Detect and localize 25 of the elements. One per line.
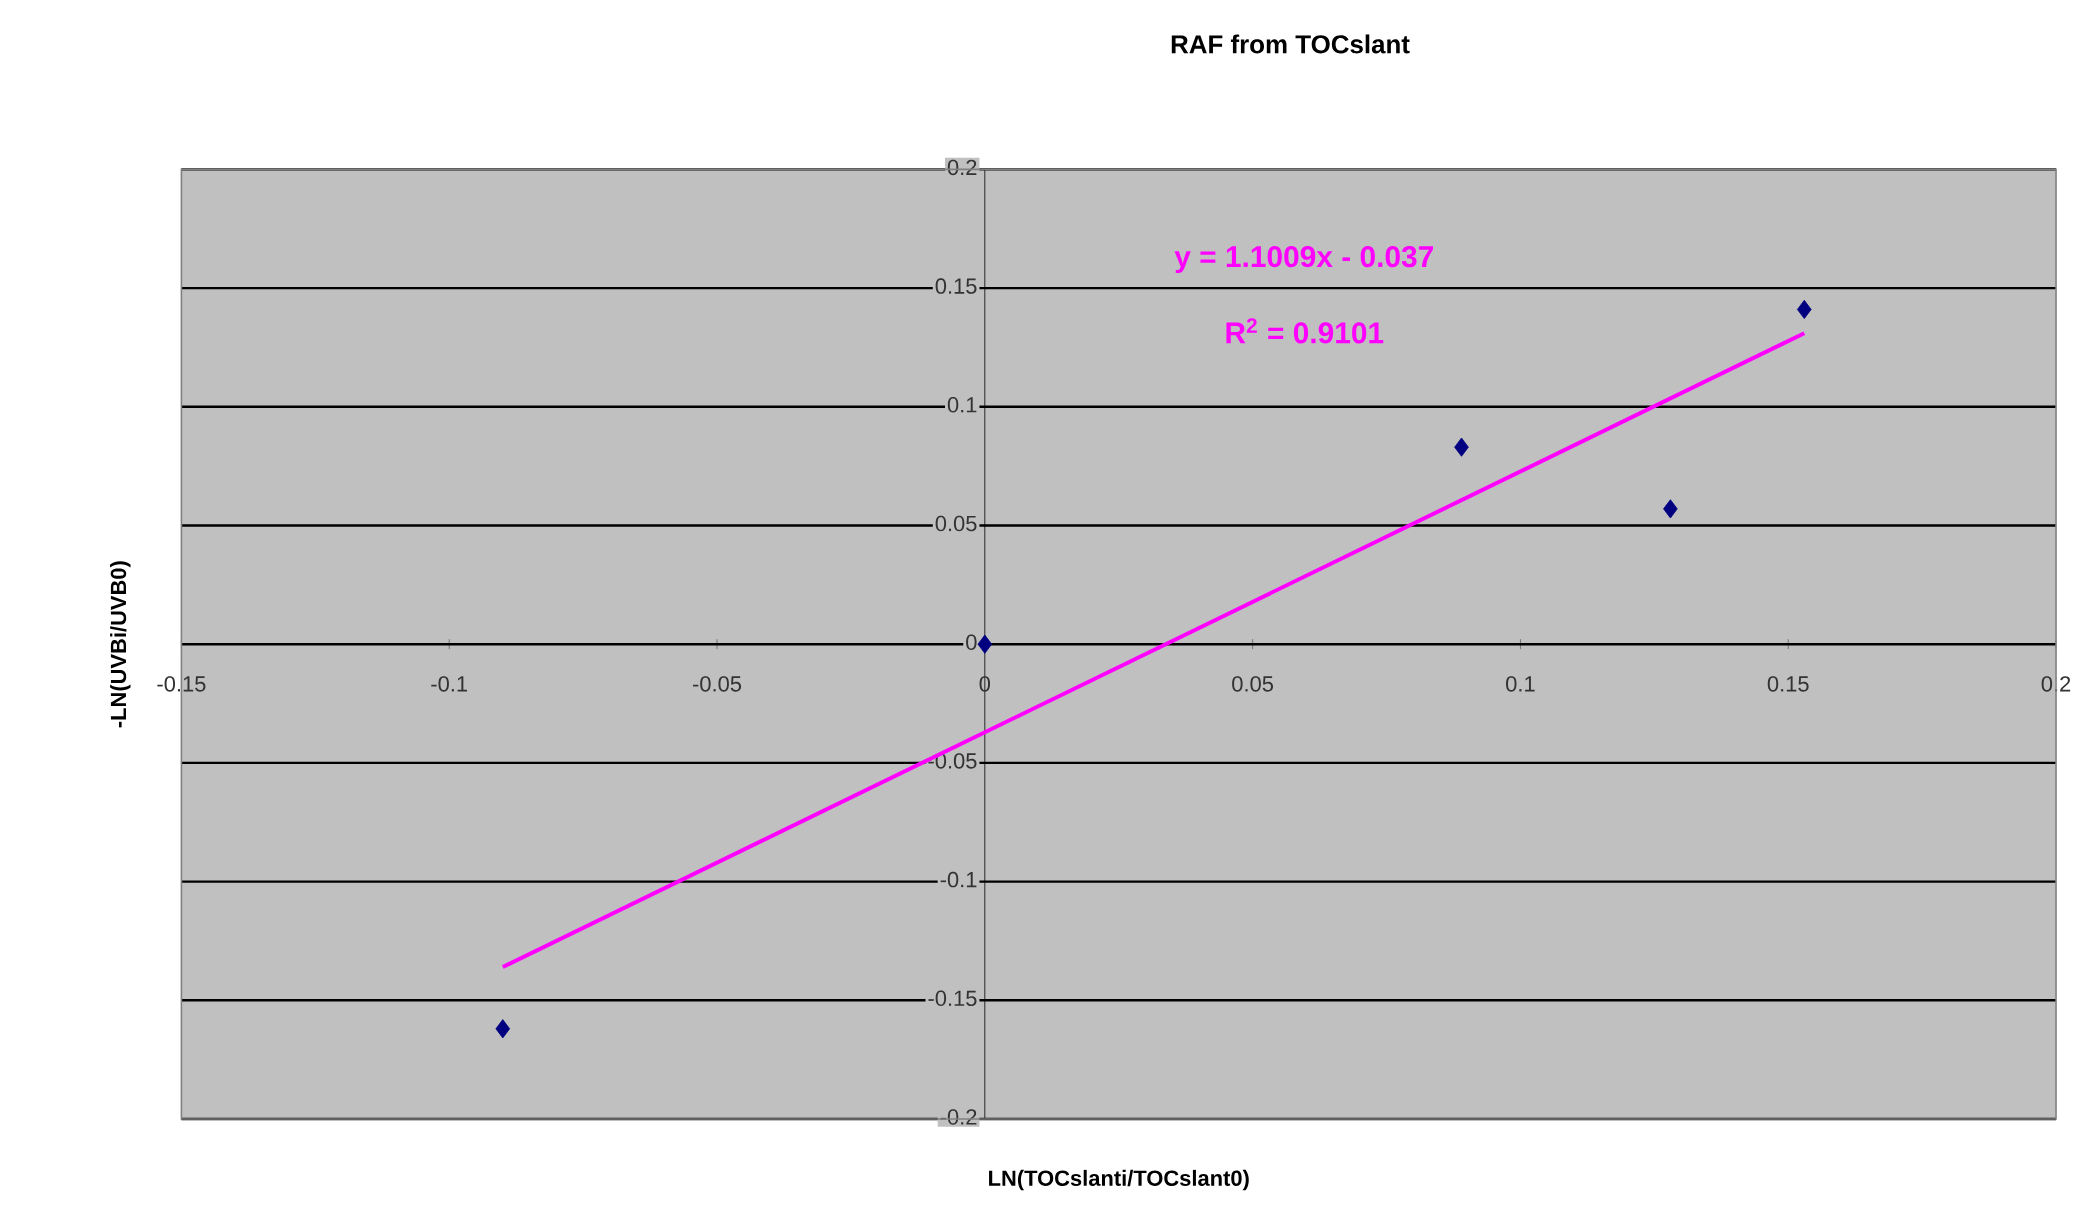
annotation: R$^{2}$ = 0.9101	[1226, 318, 1384, 344]
x-tick-label: 0.15	[1767, 676, 1809, 692]
y-tick-label: 0.05	[935, 515, 977, 532]
x-tick-label: -0.15	[157, 676, 206, 692]
x-tick-label: 0.05	[1232, 676, 1274, 692]
point	[1454, 437, 1469, 457]
x-tick-label: -0.1	[431, 676, 468, 692]
chart-title: RAF from TOCslant	[1171, 34, 1410, 54]
y-tick-label: 0	[966, 634, 977, 650]
x-axis-title: LN(TOCslanti/TOCslant0)	[989, 1169, 1249, 1191]
y-tick-label: -0.2	[940, 1109, 977, 1125]
x-tick-label: -0.05	[693, 676, 742, 692]
y-tick-label: 0.15	[935, 278, 977, 294]
y-tick-label: -0.1	[940, 871, 977, 888]
point	[1797, 299, 1812, 320]
y-tick-label: -0.15	[928, 990, 977, 1007]
y-axis-title: -LN(UVBi/UVB0)	[110, 561, 131, 728]
point	[977, 634, 993, 654]
y-tick-label: 0.2	[947, 159, 977, 176]
x-tick-label: 0.2	[2041, 676, 2071, 692]
point	[1663, 499, 1678, 519]
y-tick-label: 0.1	[947, 397, 977, 413]
point	[495, 1019, 511, 1039]
x-tick-label: 0.1	[1506, 676, 1535, 692]
annotation: y = 1.1009x - 0.037	[1174, 246, 1433, 274]
